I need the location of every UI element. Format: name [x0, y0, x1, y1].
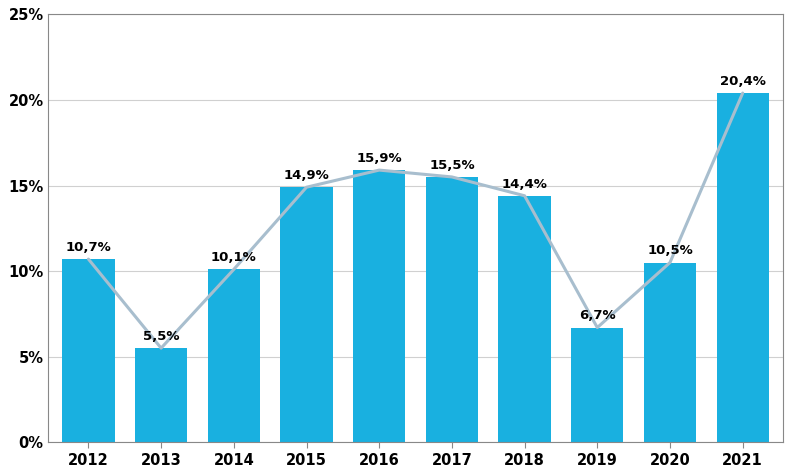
Text: 14,9%: 14,9% [284, 169, 329, 182]
Bar [135, 348, 187, 442]
Text: 15,9%: 15,9% [357, 152, 402, 165]
Bar [208, 269, 260, 442]
Text: 15,5%: 15,5% [429, 159, 475, 172]
Bar [280, 187, 333, 442]
Bar [498, 196, 551, 442]
Bar [426, 177, 478, 442]
Bar [353, 170, 405, 442]
Text: 5,5%: 5,5% [143, 330, 180, 343]
Bar [62, 259, 115, 442]
Text: 10,7%: 10,7% [66, 241, 112, 254]
Text: 6,7%: 6,7% [579, 309, 615, 322]
Text: 10,5%: 10,5% [647, 244, 693, 258]
Bar [717, 93, 769, 442]
Text: 10,1%: 10,1% [211, 251, 257, 264]
Text: 14,4%: 14,4% [501, 178, 547, 190]
Text: 20,4%: 20,4% [720, 75, 766, 88]
Bar [644, 263, 696, 442]
Bar [571, 327, 623, 442]
